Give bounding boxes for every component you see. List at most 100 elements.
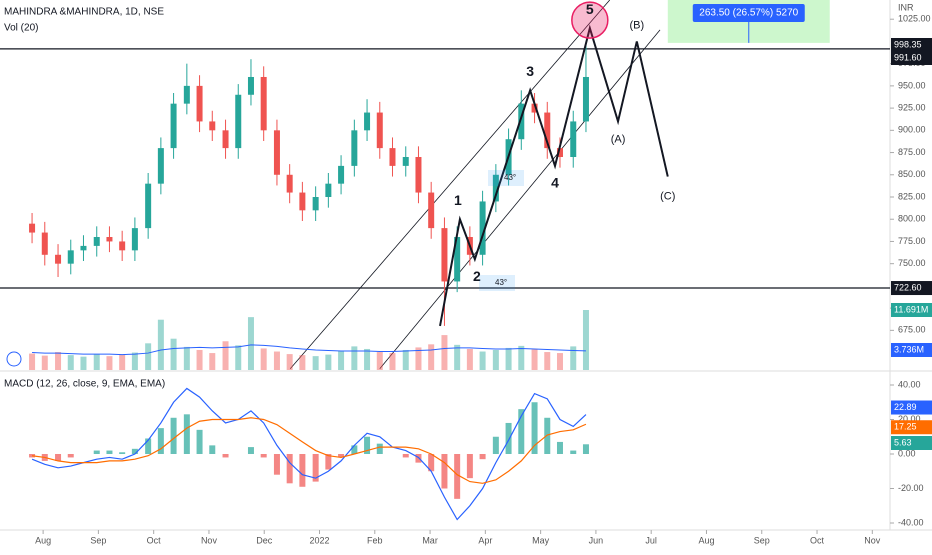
macd-hist — [556, 441, 563, 454]
macd-hist — [531, 402, 538, 454]
candle-body — [299, 192, 306, 211]
y-tick-label: 900.00 — [898, 125, 926, 135]
volume-bar — [466, 348, 473, 370]
dividend-icon[interactable] — [6, 351, 22, 367]
volume-bar — [41, 355, 48, 370]
candle-body — [260, 76, 267, 131]
macd-hist — [518, 409, 525, 454]
wave-label: 5 — [586, 1, 594, 17]
x-tick-label: Dec — [256, 535, 273, 545]
macd-hist — [441, 454, 448, 489]
volume-bar — [247, 317, 254, 370]
wave-label: 3 — [526, 63, 534, 79]
macd-hist — [119, 452, 126, 454]
channel-line — [289, 0, 611, 370]
candle-body — [531, 103, 538, 113]
volume-bar — [582, 310, 589, 370]
x-tick-label: Jul — [645, 535, 657, 545]
x-tick-label: Oct — [810, 535, 825, 545]
volume-bar — [544, 352, 551, 370]
candle-body — [556, 148, 563, 157]
volume-bar — [505, 347, 512, 370]
candle-body — [570, 121, 577, 157]
volume-bar — [556, 353, 563, 370]
macd-hist — [376, 443, 383, 454]
text-layer: 1025.00975.00950.00925.00900.00875.00850… — [35, 1, 932, 545]
macd-y-tick-label: 20.00 — [898, 414, 921, 424]
macd-hist — [312, 454, 319, 482]
measure-label: 263.50 (26.57%) 5270 — [699, 8, 798, 19]
macd-hist — [325, 454, 332, 470]
candle-body — [454, 237, 461, 282]
candle-body — [209, 121, 216, 131]
volume-bar — [286, 354, 293, 370]
volume-title: Vol (20) — [4, 23, 38, 34]
macd-hist — [570, 450, 577, 454]
macd-hist — [222, 454, 229, 458]
candle-body — [376, 112, 383, 149]
currency: INR — [898, 2, 914, 12]
volume-bar — [80, 356, 87, 370]
x-tick-label: Aug — [35, 535, 51, 545]
angle-badge — [479, 275, 515, 291]
candle-body — [157, 148, 164, 184]
signal-badge: 17.25 — [894, 422, 917, 432]
volume-badge-bg — [891, 303, 932, 317]
macd-hist — [170, 417, 177, 454]
macd-hist — [492, 436, 499, 454]
candle-body — [131, 228, 138, 251]
x-tick-label: Apr — [478, 535, 492, 545]
candle-body — [170, 103, 177, 149]
candle-body — [338, 165, 345, 184]
macd-hist — [145, 438, 152, 454]
macd-pane — [29, 387, 589, 521]
volume-bar — [338, 350, 345, 370]
macd-line — [31, 387, 587, 521]
y-tick-label: 800.00 — [898, 214, 926, 224]
macd-hist — [544, 417, 551, 454]
candle-body — [312, 197, 319, 211]
candle-body — [29, 223, 36, 233]
macd-hist — [454, 454, 461, 499]
x-tick-label: Sep — [90, 535, 106, 545]
volume-bar — [93, 354, 100, 370]
volume-bar — [364, 348, 371, 370]
x-tick-label: May — [532, 535, 550, 545]
candle-body — [544, 112, 551, 149]
y-tick-label: 1025.00 — [898, 14, 931, 24]
candle-body — [428, 192, 435, 229]
macd-hist — [479, 454, 486, 460]
y-tick-label: 875.00 — [898, 147, 926, 157]
volume-bar — [479, 351, 486, 370]
macd-hist — [428, 454, 435, 472]
volume-bar — [454, 344, 461, 370]
signal-line — [31, 417, 587, 484]
macd-y-tick-label: -20.00 — [898, 483, 924, 493]
volume-bar — [415, 347, 422, 370]
macd-hist — [196, 429, 203, 454]
volume-bar — [402, 349, 409, 370]
macd-y-tick-label: 40.00 — [898, 379, 921, 389]
y-tick-label: 950.00 — [898, 80, 926, 90]
level-badge-bg — [891, 51, 932, 65]
volume-bar — [67, 355, 74, 370]
x-tick-label: Feb — [367, 535, 383, 545]
candle-body — [389, 148, 396, 166]
volume-bar — [389, 353, 396, 370]
macd-badge: 22.89 — [894, 402, 917, 412]
macd-hist — [273, 454, 280, 475]
wave-label: (A) — [611, 133, 626, 145]
macd-hist — [505, 422, 512, 454]
macd-badge-bg — [891, 400, 932, 415]
candle-body — [222, 130, 229, 149]
candle-body — [402, 156, 409, 166]
macd-hist — [247, 447, 254, 454]
x-tick-label: Aug — [698, 535, 714, 545]
x-tick-label: 2022 — [309, 535, 329, 545]
angle-badge — [488, 170, 524, 186]
macd-hist — [106, 450, 113, 454]
macd-hist — [55, 454, 62, 461]
hist-badge: 5.63 — [894, 437, 912, 447]
candle-body — [325, 183, 332, 198]
